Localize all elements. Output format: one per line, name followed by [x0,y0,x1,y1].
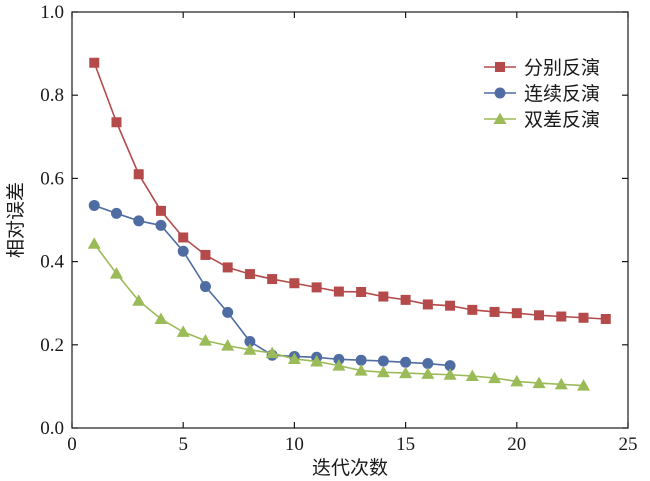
data-point [377,355,389,367]
x-tick-label: 0 [67,434,77,455]
data-point [133,169,144,180]
y-tick-label: 0.8 [40,85,64,106]
data-point [333,286,344,297]
data-point [88,199,100,211]
data-point [355,354,367,366]
data-point [510,374,524,387]
axes-layer: 0 5 10 15 20 25 0.0 0.2 0.4 0.6 0.8 1.0 [40,2,637,455]
data-point [109,267,123,279]
data-point [243,343,257,355]
data-point [354,364,368,376]
data-point [244,335,256,347]
data-point [444,360,456,372]
series-square [89,57,611,325]
y-tick-label: 1.0 [40,2,64,23]
data-point [154,312,168,325]
data-point [376,365,390,378]
data-point [87,237,101,249]
series-circle [88,199,456,372]
data-point [176,325,190,337]
data-point [534,310,545,321]
data-point [332,359,346,371]
data-point [422,299,433,310]
data-point [443,368,457,380]
legend-marker [495,62,505,72]
data-point [400,294,411,305]
x-tick-label: 5 [178,434,188,455]
legend-label: 双差反演 [524,109,600,131]
x-tick-label: 10 [285,434,304,455]
data-point [554,377,568,390]
data-point [422,358,434,370]
data-point [89,57,100,68]
data-point [110,207,122,219]
data-point [133,215,145,227]
data-point [400,356,412,368]
data-point [488,371,502,384]
data-point [465,369,479,381]
data-point [199,281,211,293]
legend-label: 连续反演 [524,83,600,105]
data-point [378,291,389,302]
data-point [177,245,189,257]
data-point [178,232,189,243]
plot-layer [87,57,611,391]
x-tick-label: 20 [507,434,526,455]
data-point [222,262,233,273]
legend-label: 分别反演 [524,57,600,79]
legend-marker [494,87,506,99]
data-point [200,249,211,260]
data-point [600,314,611,325]
data-point [578,312,589,323]
data-point [222,306,234,318]
data-point [311,282,322,293]
y-tick-label: 0.0 [40,418,64,439]
data-point [556,311,567,322]
data-point [356,286,367,297]
data-point [287,352,301,364]
data-point [532,376,546,389]
data-point [155,219,167,231]
data-point [445,300,456,311]
y-tick-label: 0.2 [40,335,64,356]
data-point [310,354,324,367]
data-point [111,117,122,128]
series-line [93,204,451,367]
data-point [198,334,212,346]
x-tick-label: 15 [396,434,415,455]
plot-frame [71,11,629,429]
series-triangle [87,237,591,391]
legend-item: 分别反演 [484,57,600,79]
data-point [267,274,278,285]
data-point [399,366,413,379]
data-point [577,379,591,391]
data-point [421,367,435,379]
y-tick-label: 0.4 [40,252,64,273]
data-point [221,339,235,351]
legend-item: 连续反演 [484,83,600,105]
data-point [244,269,255,280]
data-point [467,304,478,315]
data-point [132,294,146,306]
x-tick-label: 25 [619,434,638,455]
y-tick-label: 0.6 [40,168,64,189]
legend-marker [493,112,507,124]
data-point [155,205,166,216]
legend-item: 双差反演 [484,109,600,131]
x-axis-title: 迭代次数 [312,457,388,479]
data-point [489,306,500,317]
data-point [265,346,279,359]
data-point [289,278,300,289]
data-point [511,308,522,319]
y-axis-title: 相对误差 [5,182,27,258]
